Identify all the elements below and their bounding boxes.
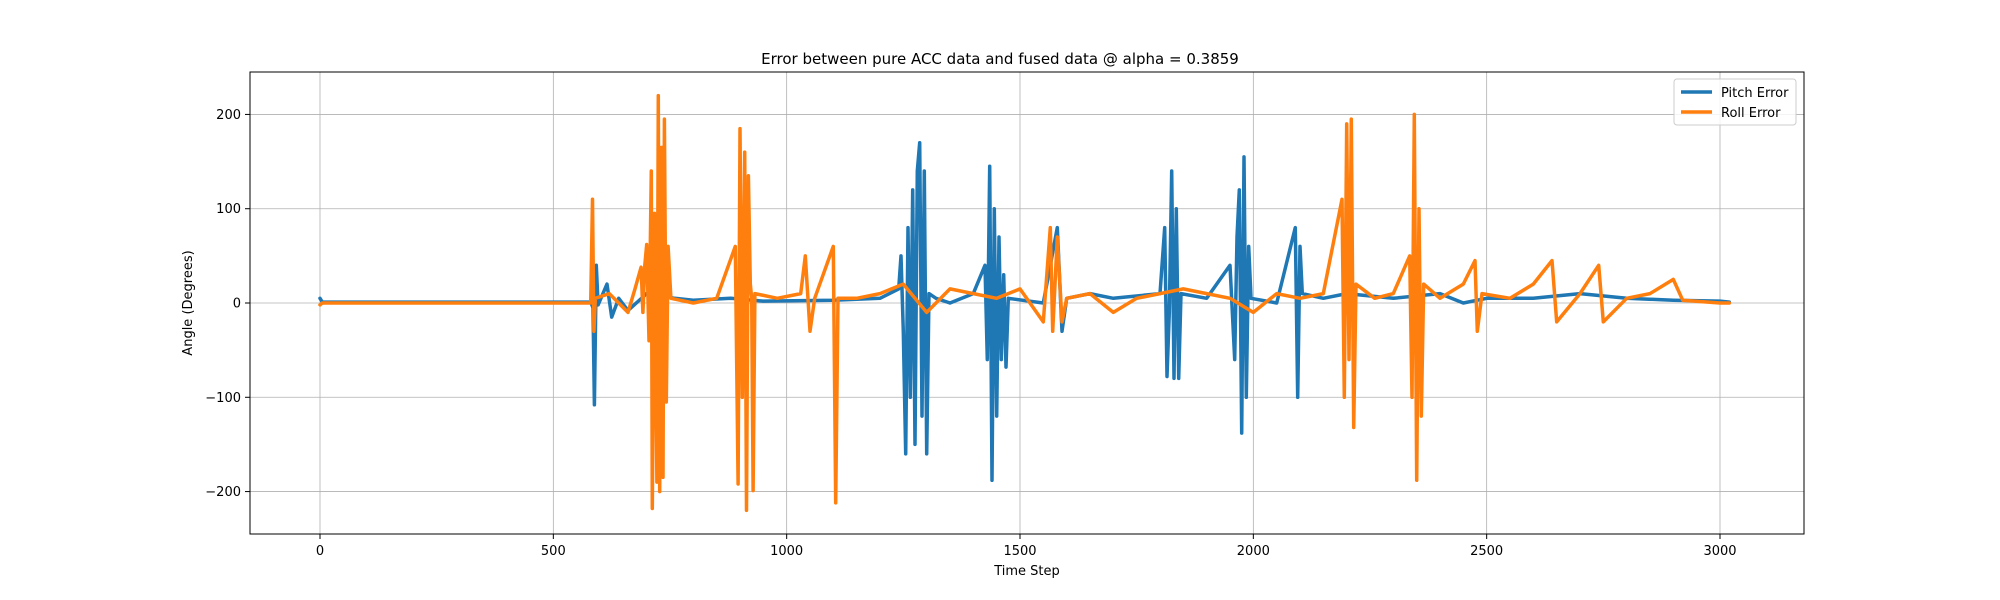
y-tick-label: 200 (216, 108, 241, 123)
y-tick-label: 100 (216, 202, 241, 217)
legend-label-pitch: Pitch Error (1721, 86, 1789, 101)
x-tick-label: 500 (541, 544, 566, 559)
x-tick-label: 0 (316, 544, 324, 559)
chart-title: Error between pure ACC data and fused da… (761, 50, 1239, 68)
x-tick-label: 2500 (1470, 544, 1503, 559)
tick-layer: 0 500 1000 1500 2000 2500 3000 −200 −100 0 100 200 (205, 108, 1736, 559)
x-tick-label: 3000 (1703, 544, 1736, 559)
y-tick-label: −100 (205, 391, 241, 406)
x-tick-label: 2000 (1237, 544, 1270, 559)
y-tick-label: −200 (205, 485, 241, 500)
legend: Pitch Error Roll Error (1673, 78, 1797, 126)
grid (250, 72, 1804, 534)
series-layer (318, 93, 1732, 513)
x-tick-label: 1000 (770, 544, 803, 559)
legend-label-roll: Roll Error (1721, 106, 1781, 121)
y-axis-label: Angle (Degrees) (181, 250, 196, 355)
x-tick-label: 1500 (1003, 544, 1036, 559)
y-tick-label: 0 (233, 297, 241, 312)
series-line-roll-error (318, 93, 1732, 513)
x-axis-label: Time Step (993, 564, 1060, 579)
